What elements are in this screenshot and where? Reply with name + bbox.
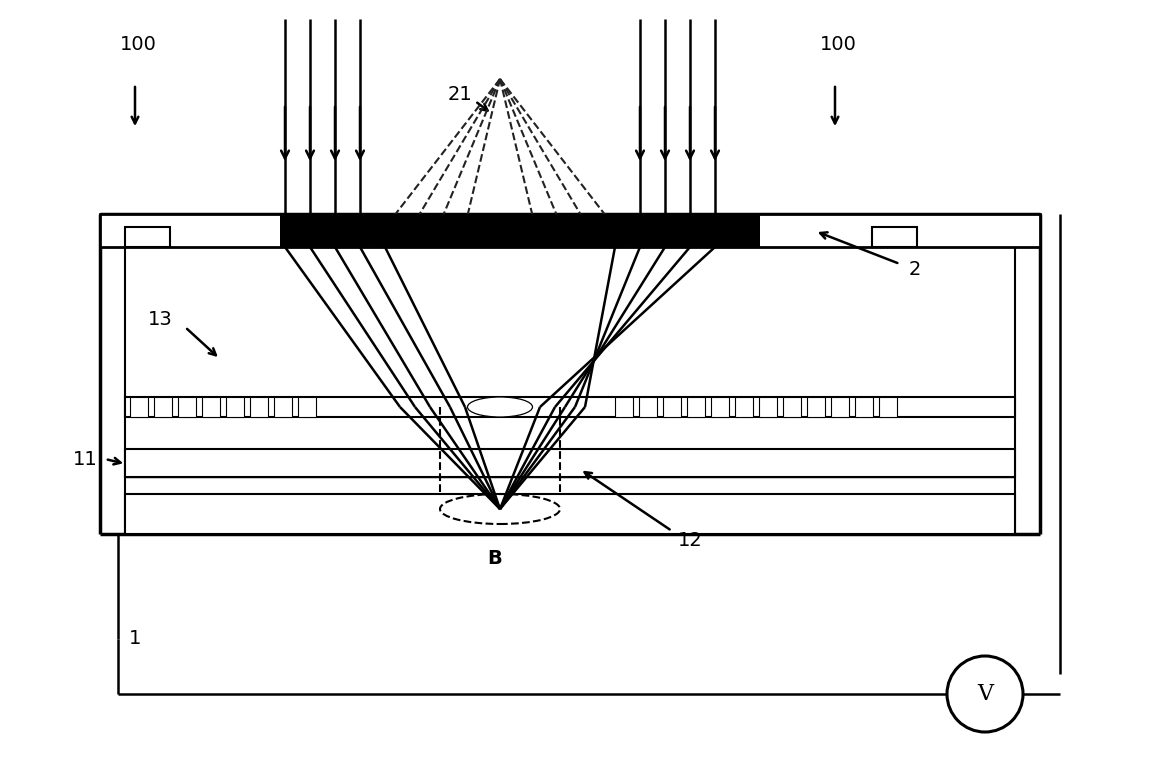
Bar [736,397,753,417]
Bar [615,397,633,417]
Bar [155,397,172,417]
Bar [831,397,849,417]
Bar [178,397,196,417]
Bar [783,397,801,417]
Bar [202,397,220,417]
Bar [125,397,1014,417]
Text: B: B [488,550,502,568]
Text: 13: 13 [148,309,172,328]
Bar [687,397,705,417]
Bar [297,397,316,417]
Bar [125,449,1014,477]
Bar [225,397,244,417]
Text: V: V [977,683,994,705]
Bar [855,397,873,417]
Bar [872,227,917,247]
Text: 100: 100 [120,35,157,54]
Bar [130,397,148,417]
Text: 1: 1 [129,630,142,648]
Text: 100: 100 [820,35,856,54]
Text: 12: 12 [677,531,702,551]
Circle shape [947,656,1023,732]
Bar [664,397,681,417]
Text: 21: 21 [447,85,473,104]
Bar [125,227,170,247]
Bar [711,397,729,417]
Bar [100,214,1040,247]
Ellipse shape [467,397,532,417]
Bar [274,397,292,417]
Bar [280,214,760,247]
Bar [759,397,777,417]
Bar [639,397,657,417]
Text: 11: 11 [73,450,98,468]
Bar [125,494,1014,534]
Bar [806,397,825,417]
Bar [250,397,268,417]
Text: 2: 2 [909,259,921,278]
Bar [878,397,897,417]
